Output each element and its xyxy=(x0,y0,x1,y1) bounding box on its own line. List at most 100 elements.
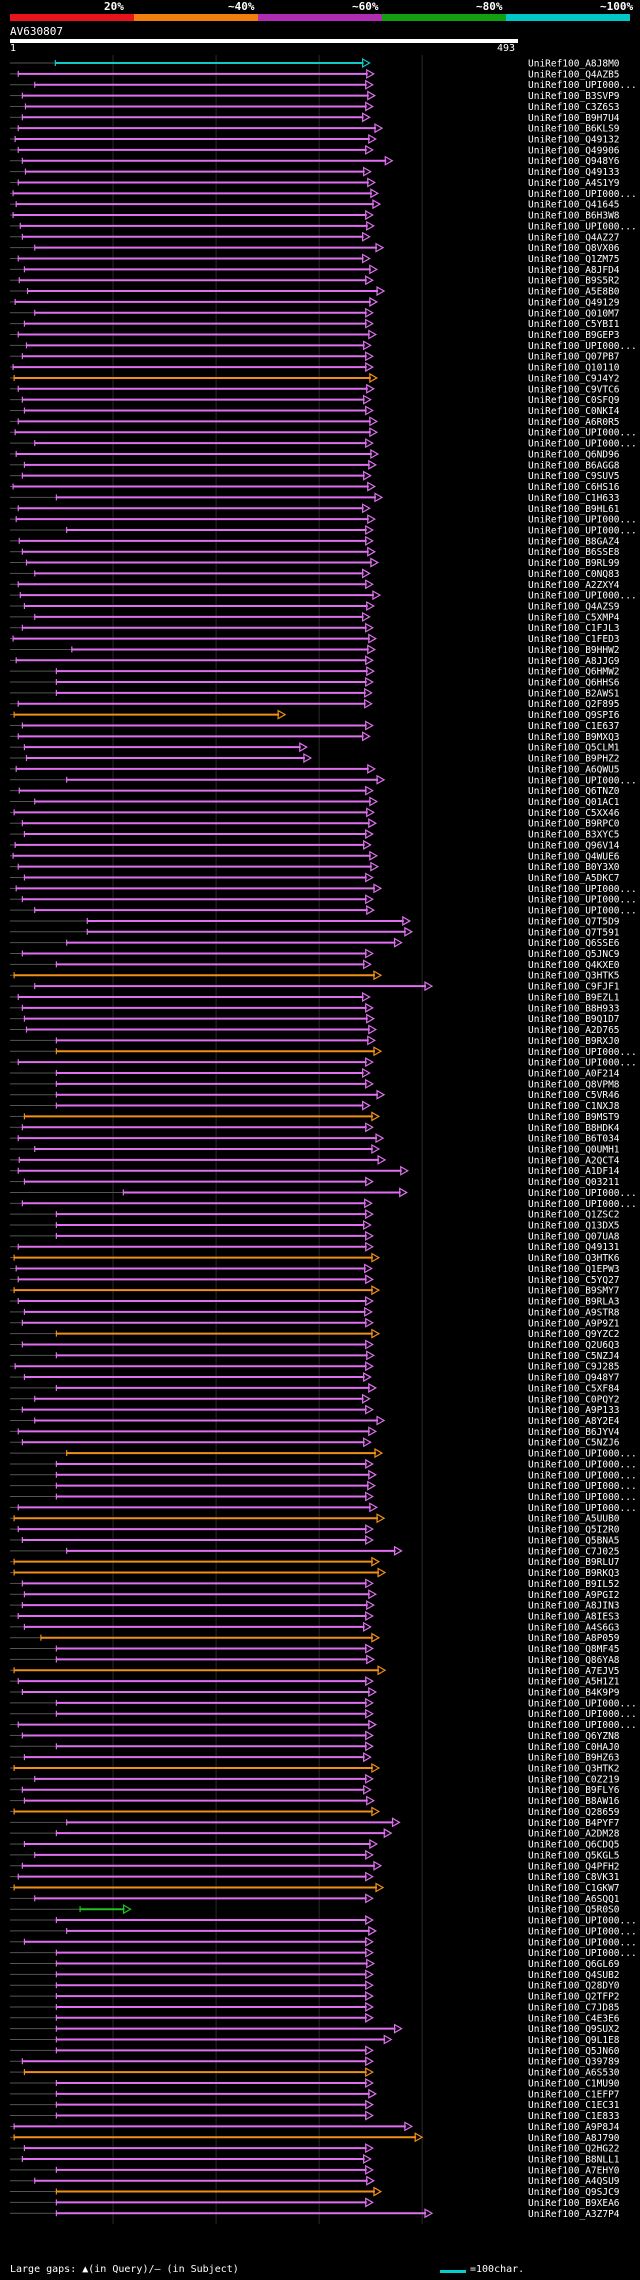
hit-arrow xyxy=(371,1328,381,1339)
hit-arrow xyxy=(365,1361,374,1372)
hit-label: UniRef100_B9Q1D7 xyxy=(528,1014,620,1025)
hit-row: UniRef100_B6JYV4 xyxy=(10,1426,620,1438)
hit-arrow xyxy=(363,1621,372,1632)
hit-label: UniRef100_UPI000... xyxy=(528,1916,637,1927)
hit-label: UniRef100_Q10110 xyxy=(528,363,620,374)
hit-row: UniRef100_A2ZXY4 xyxy=(10,579,620,591)
hit-arrow xyxy=(373,883,383,894)
hit-row: UniRef100_C9FJF1 xyxy=(10,981,620,993)
hit-arrow xyxy=(365,1534,374,1545)
hit-arrow xyxy=(366,666,375,677)
hit-arrow xyxy=(366,1013,375,1024)
legend-color-5 xyxy=(506,14,630,21)
legend-color-4 xyxy=(382,14,506,21)
hit-row: UniRef100_UPI000... xyxy=(10,188,637,200)
hit-label: UniRef100_B3SVP9 xyxy=(528,91,620,102)
hit-row: UniRef100_A7EJV5 xyxy=(10,1665,620,1677)
hit-row: UniRef100_Q49133 xyxy=(10,166,620,178)
hit-label: UniRef100_A5DKC7 xyxy=(528,873,620,884)
hit-label: UniRef100_UPI000... xyxy=(528,80,637,91)
hit-row: UniRef100_C5VR46 xyxy=(10,1089,620,1101)
hit-arrow xyxy=(366,905,375,916)
alignment-chart: UniRef100_A8J8M0UniRef100_Q4AZB5UniRef10… xyxy=(10,55,637,2225)
hit-row: UniRef100_B4K9P9 xyxy=(10,1686,620,1699)
hit-row: UniRef100_B9HHW2 xyxy=(10,644,620,656)
hit-arrow xyxy=(369,296,379,307)
hit-label: UniRef100_Q6YZN8 xyxy=(528,1731,620,1742)
hit-label: UniRef100_Q49133 xyxy=(528,167,620,178)
hit-label: UniRef100_Q6SSE6 xyxy=(528,938,620,949)
hit-row: UniRef100_A9P8J4 xyxy=(10,2121,620,2133)
hit-row: UniRef100_Q8VX06 xyxy=(10,242,620,254)
hit-label: UniRef100_C9FJF1 xyxy=(528,982,620,993)
hit-label: UniRef100_UPI000... xyxy=(528,1188,637,1199)
hit-arrow xyxy=(365,524,374,536)
hit-label: UniRef100_Q5KGL5 xyxy=(528,1850,620,1861)
hit-arrow xyxy=(365,1969,374,1980)
hit-row: UniRef100_B9RPC0 xyxy=(10,818,620,830)
hit-arrow xyxy=(393,1545,403,1556)
hit-label: UniRef100_A6R0R5 xyxy=(528,417,620,428)
hit-row: UniRef100_Q96V14 xyxy=(10,839,620,851)
hit-label: UniRef100_Q3HTK6 xyxy=(528,1253,620,1264)
hit-row: UniRef100_A6SQQ1 xyxy=(10,1893,620,1905)
hit-arrow xyxy=(366,1600,375,1611)
hit-arrow xyxy=(365,1296,374,1307)
hit-arrow xyxy=(365,1991,374,2002)
hit-arrow xyxy=(367,90,376,101)
hit-label: UniRef100_Q2U6Q3 xyxy=(528,1340,620,1351)
hit-label: UniRef100_UPI000... xyxy=(528,1470,637,1481)
hit-arrow xyxy=(365,101,374,112)
hit-arrow xyxy=(371,1285,381,1296)
hit-row: UniRef100_Q5JNC9 xyxy=(10,948,620,960)
hit-arrow xyxy=(366,1795,375,1806)
hit-row: UniRef100_UPI000... xyxy=(10,774,637,786)
hit-arrow xyxy=(375,1133,385,1144)
hit-row: UniRef100_Q4SUB2 xyxy=(10,1969,620,1981)
hit-arrow xyxy=(365,1730,374,1741)
hit-row: UniRef100_Q5BNA5 xyxy=(10,1534,620,1546)
hit-arrow xyxy=(365,2164,374,2175)
hit-arrow xyxy=(368,1719,378,1730)
hit-label: UniRef100_B6SSE8 xyxy=(528,547,620,558)
hit-arrow xyxy=(376,286,386,297)
hit-arrow xyxy=(368,1469,378,1480)
hit-label: UniRef100_Q49132 xyxy=(528,135,620,146)
hit-arrow xyxy=(414,2132,424,2143)
hit-arrow xyxy=(277,709,287,720)
hit-arrow xyxy=(370,188,380,199)
hit-arrow xyxy=(367,481,376,492)
hit-row: UniRef100_C1FJL3 xyxy=(10,622,620,634)
hit-label: UniRef100_Q5JNC9 xyxy=(528,949,620,960)
hit-label: UniRef100_A2QCT4 xyxy=(528,1155,620,1166)
hit-arrow xyxy=(368,1426,378,1437)
legend-label-4: ~80% xyxy=(476,0,503,13)
hit-arrow xyxy=(365,1274,374,1285)
hit-arrow xyxy=(371,1556,381,1567)
hit-arrow xyxy=(367,514,376,525)
hit-label: UniRef100_Q6HHS6 xyxy=(528,678,620,689)
hit-arrow xyxy=(399,1187,408,1198)
hit-row: UniRef100_Q13DX5 xyxy=(10,1219,620,1232)
hit-row: UniRef100_A8P059 xyxy=(10,1632,620,1644)
hit-label: UniRef100_A8JFD4 xyxy=(528,265,620,276)
hit-row: UniRef100_UPI000... xyxy=(10,1947,637,1959)
hit-arrow xyxy=(363,2153,372,2165)
hit-row: UniRef100_Q5R0S0 xyxy=(10,1904,620,1916)
hit-row: UniRef100_B9S5R2 xyxy=(10,275,620,287)
hit-label: UniRef100_UPI000... xyxy=(528,1199,637,1210)
hit-row: UniRef100_Q9SUX2 xyxy=(10,2023,620,2035)
hit-arrow xyxy=(402,915,412,926)
hit-row: UniRef100_Q07PB7 xyxy=(10,351,620,363)
hit-label: UniRef100_Q2TFP2 xyxy=(528,1992,620,2003)
hit-label: UniRef100_UPI000... xyxy=(528,1459,637,1470)
hit-row: UniRef100_Q6YZN8 xyxy=(10,1730,620,1742)
hit-row: UniRef100_UPI000... xyxy=(10,220,637,232)
hit-row: UniRef100_UPI000... xyxy=(10,1469,637,1481)
hit-row: UniRef100_A8JIN3 xyxy=(10,1600,620,1612)
hit-arrow xyxy=(376,1415,386,1426)
hit-label: UniRef100_Q9YZC2 xyxy=(528,1329,620,1340)
hit-arrow xyxy=(363,1219,372,1231)
hit-arrow xyxy=(365,1741,374,1752)
hit-label: UniRef100_C1H633 xyxy=(528,493,620,504)
